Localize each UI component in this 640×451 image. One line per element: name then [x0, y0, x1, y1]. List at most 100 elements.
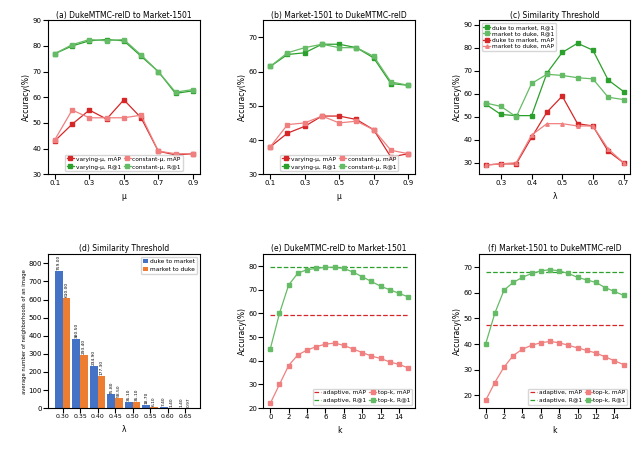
top-k, R@1	[294, 271, 301, 276]
Text: 610.00: 610.00	[65, 282, 68, 297]
top-k, R@1	[340, 266, 348, 271]
Legend: duke to market, R@1, market to duke, R@1, duke to market, mAP, market to duke, m: duke to market, R@1, market to duke, R@1…	[482, 23, 556, 51]
top-k, R@1	[395, 290, 403, 296]
adaptive, mAP	[386, 312, 394, 318]
top-k, mAP	[266, 400, 274, 406]
Title: (b) Market-1501 to DukeMTMC-reID: (b) Market-1501 to DukeMTMC-reID	[271, 10, 407, 19]
duke to market, R@1	[573, 41, 581, 46]
top-k, mAP	[509, 353, 517, 358]
market to duke, R@1	[589, 76, 596, 82]
market to duke, R@1	[558, 73, 566, 78]
adaptive, mAP	[500, 322, 508, 327]
Bar	[115, 398, 123, 408]
adaptive, R@1	[500, 270, 508, 275]
adaptive, mAP	[377, 312, 385, 318]
adaptive, R@1	[528, 270, 536, 275]
Text: 234.90: 234.90	[92, 350, 96, 365]
top-k, R@1	[482, 341, 490, 347]
adaptive, R@1	[573, 270, 581, 275]
duke to market, R@1	[497, 112, 505, 117]
top-k, mAP	[404, 365, 412, 371]
Legend: duke to market, market to duke: duke to market, market to duke	[141, 257, 196, 274]
adaptive, mAP	[602, 322, 609, 327]
Text: 58.50: 58.50	[117, 384, 121, 397]
Text: 759.00: 759.00	[57, 254, 61, 270]
adaptive, mAP	[294, 312, 301, 318]
Bar	[150, 407, 158, 408]
top-k, mAP	[518, 346, 526, 352]
adaptive, R@1	[340, 265, 348, 270]
adaptive, R@1	[395, 265, 403, 270]
top-k, R@1	[546, 267, 554, 272]
top-k, R@1	[602, 285, 609, 290]
adaptive, mAP	[276, 312, 284, 318]
market to duke, mAP	[528, 133, 536, 138]
adaptive, R@1	[509, 270, 517, 275]
top-k, R@1	[276, 311, 284, 316]
top-k, mAP	[546, 339, 554, 344]
duke to market, mAP	[604, 148, 612, 154]
adaptive, mAP	[340, 312, 348, 318]
adaptive, R@1	[303, 265, 311, 270]
top-k, R@1	[349, 269, 357, 275]
Bar	[72, 339, 80, 408]
top-k, R@1	[386, 287, 394, 292]
top-k, R@1	[491, 311, 499, 316]
top-k, R@1	[518, 275, 526, 280]
adaptive, mAP	[620, 322, 627, 327]
top-k, R@1	[266, 346, 274, 352]
top-k, mAP	[276, 382, 284, 387]
adaptive, mAP	[509, 322, 517, 327]
adaptive, R@1	[611, 270, 618, 275]
adaptive, R@1	[583, 270, 591, 275]
top-k, R@1	[367, 279, 375, 284]
Bar	[80, 355, 88, 408]
top-k, R@1	[583, 277, 591, 283]
Y-axis label: Accuracy(%): Accuracy(%)	[453, 307, 462, 355]
top-k, R@1	[312, 266, 320, 271]
top-k, mAP	[377, 356, 385, 361]
market to duke, mAP	[589, 123, 596, 129]
Y-axis label: Accuracy(%): Accuracy(%)	[453, 73, 462, 121]
market to duke, R@1	[573, 75, 581, 80]
adaptive, R@1	[312, 265, 320, 270]
Y-axis label: average number of neighborhoods of an image: average number of neighborhoods of an im…	[22, 269, 27, 394]
top-k, R@1	[556, 268, 563, 274]
X-axis label: μ: μ	[122, 192, 126, 201]
Text: 75.80: 75.80	[109, 381, 113, 394]
Bar	[142, 405, 150, 408]
X-axis label: λ: λ	[552, 192, 557, 201]
market to duke, mAP	[543, 121, 551, 126]
Legend: adaptive, mAP, adaptive, R@1, top-k, mAP, top-k, R@1: adaptive, mAP, adaptive, R@1, top-k, mAP…	[313, 389, 412, 405]
adaptive, mAP	[303, 312, 311, 318]
top-k, mAP	[556, 340, 563, 345]
adaptive, R@1	[620, 270, 627, 275]
adaptive, mAP	[482, 322, 490, 327]
top-k, R@1	[321, 265, 329, 270]
Bar	[97, 376, 106, 408]
top-k, R@1	[377, 284, 385, 289]
Bar	[160, 407, 168, 408]
market to duke, R@1	[497, 104, 505, 109]
top-k, R@1	[564, 271, 572, 276]
market to duke, mAP	[497, 161, 505, 166]
duke to market, mAP	[558, 93, 566, 99]
Line: top-k, mAP: top-k, mAP	[269, 341, 410, 405]
Line: top-k, R@1: top-k, R@1	[484, 268, 625, 346]
top-k, R@1	[285, 282, 292, 288]
Legend: varying-μ, mAP, varying-μ, R@1, constant-μ, mAP, constant-μ, R@1: varying-μ, mAP, varying-μ, R@1, constant…	[280, 155, 398, 171]
top-k, mAP	[602, 354, 609, 359]
adaptive, R@1	[276, 265, 284, 270]
Bar	[63, 298, 70, 408]
adaptive, R@1	[294, 265, 301, 270]
top-k, mAP	[294, 352, 301, 358]
X-axis label: λ: λ	[122, 425, 126, 434]
adaptive, R@1	[546, 270, 554, 275]
duke to market, mAP	[573, 121, 581, 126]
adaptive, mAP	[528, 322, 536, 327]
adaptive, R@1	[266, 265, 274, 270]
Line: top-k, R@1: top-k, R@1	[269, 266, 410, 351]
adaptive, mAP	[556, 322, 563, 327]
Text: 1.40: 1.40	[170, 397, 173, 407]
market to duke, R@1	[482, 100, 490, 106]
